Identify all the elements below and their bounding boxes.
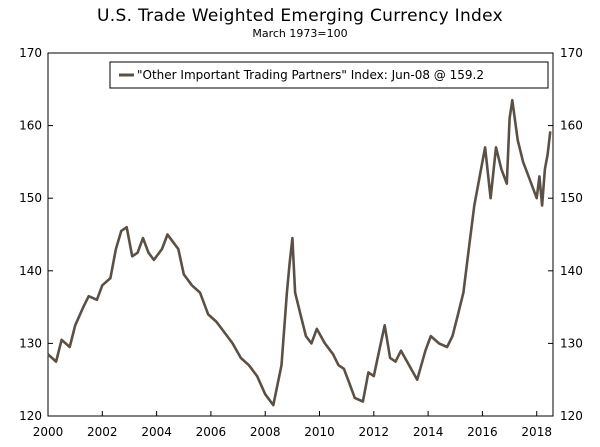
y-tick-label-right: 130 [560, 336, 583, 350]
x-tick-label: 2016 [467, 425, 498, 439]
x-tick-label: 2012 [359, 425, 390, 439]
y-tick-label-left: 120 [19, 409, 42, 423]
x-tick-label: 2008 [250, 425, 281, 439]
x-tick-label: 2010 [304, 425, 335, 439]
y-tick-label-right: 140 [560, 264, 583, 278]
y-tick-label-left: 130 [19, 336, 42, 350]
y-tick-label-right: 120 [560, 409, 583, 423]
x-tick-label: 2014 [413, 425, 444, 439]
chart-title: U.S. Trade Weighted Emerging Currency In… [97, 6, 503, 26]
series-line [47, 98, 552, 407]
legend-label: "Other Important Trading Partners" Index… [137, 68, 484, 82]
y-tick-label-left: 140 [19, 264, 42, 278]
y-tick-label-right: 170 [560, 46, 583, 60]
x-tick-label: 2004 [141, 425, 172, 439]
legend-box [109, 61, 549, 89]
y-tick-label-right: 160 [560, 119, 583, 133]
x-tick-label: 2000 [33, 425, 64, 439]
chart-subtitle: March 1973=100 [252, 27, 348, 40]
y-tick-label-right: 150 [560, 191, 583, 205]
y-tick-label-left: 150 [19, 191, 42, 205]
x-tick-label: 2018 [521, 425, 552, 439]
y-tick-label-left: 160 [19, 119, 42, 133]
x-tick-label: 2002 [87, 425, 118, 439]
plot-frame [47, 52, 554, 417]
x-tick-label: 2006 [196, 425, 227, 439]
y-tick-label-left: 170 [19, 46, 42, 60]
